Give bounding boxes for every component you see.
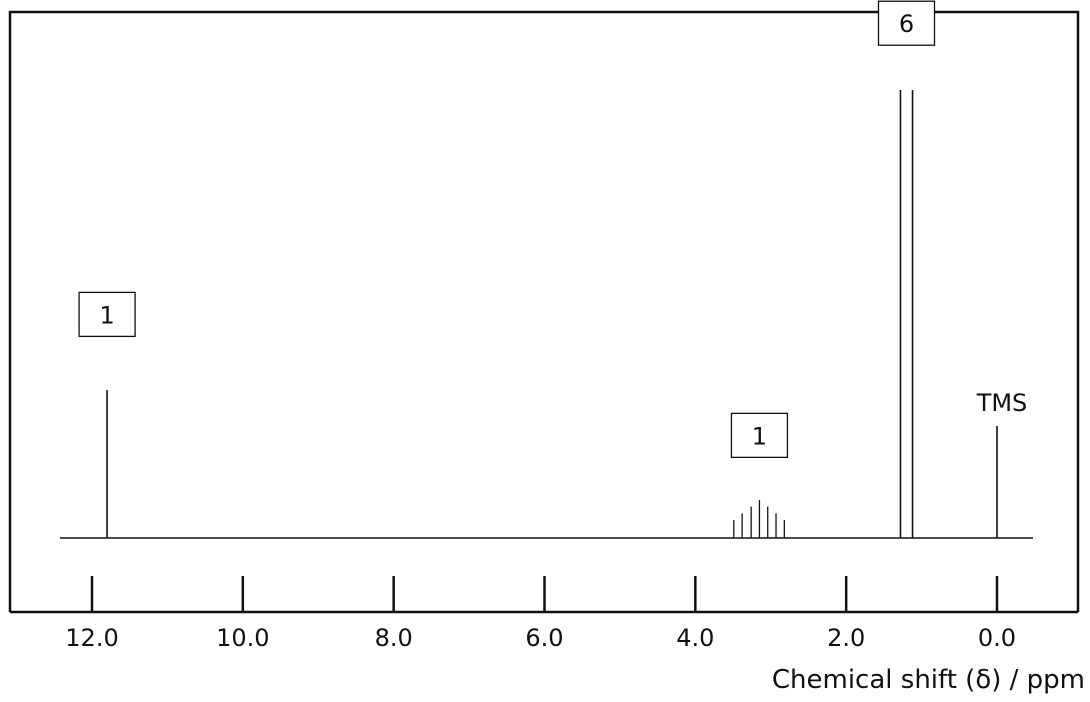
- integration-box: 1: [78, 291, 136, 338]
- integration-box-frame: [877, 0, 936, 46]
- peaks: [106, 90, 998, 538]
- multiplet-peak: [733, 499, 785, 538]
- plot-frame: [8, 10, 1080, 614]
- integration-box-frame: [730, 412, 789, 459]
- x-tick-label: 10.0: [216, 624, 269, 652]
- integration-box-frame: [78, 291, 136, 338]
- integration-box: 6: [877, 0, 936, 46]
- x-tick-label: 8.0: [375, 624, 413, 652]
- x-tick-label: 0.0: [978, 624, 1016, 652]
- x-tick-label: 4.0: [676, 624, 714, 652]
- x-axis-ticks: [90, 576, 999, 612]
- integration-value: 6: [899, 10, 914, 38]
- x-tick-label: 6.0: [525, 624, 563, 652]
- x-axis-tick-labels: 12.0 10.0 8.0 6.0 4.0 2.0 0.0: [65, 624, 1016, 652]
- integration-value: 1: [752, 422, 767, 450]
- integration-value: 1: [99, 301, 114, 329]
- x-axis-title: Chemical shift (δ) / ppm: [772, 665, 1085, 695]
- integration-box: 1: [730, 412, 789, 459]
- integration-boxes: 1 1 6: [78, 0, 936, 459]
- x-tick-label: 12.0: [65, 624, 118, 652]
- annotations: TMS: [976, 389, 1028, 417]
- plot-frame-border: [8, 10, 1080, 612]
- x-tick-label: 2.0: [827, 624, 865, 652]
- tms-label: TMS: [976, 389, 1028, 417]
